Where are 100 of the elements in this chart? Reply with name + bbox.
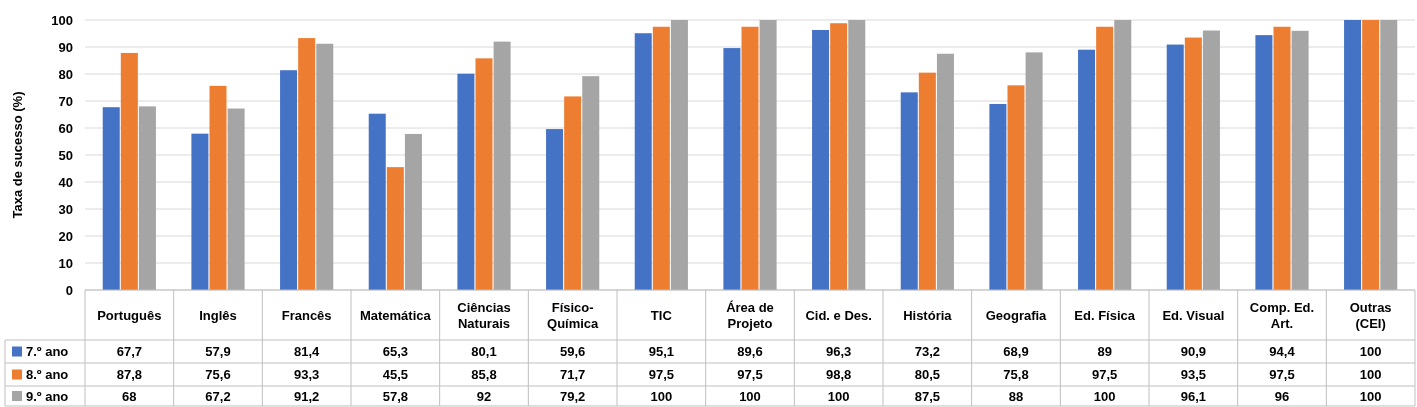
bar xyxy=(493,41,511,290)
y-tick-label: 30 xyxy=(58,201,73,217)
data-label: 93,3 xyxy=(294,367,320,383)
data-label: 97,5 xyxy=(1092,367,1118,383)
bar xyxy=(1025,52,1043,290)
data-label: 97,5 xyxy=(648,367,674,383)
data-label: 96 xyxy=(1274,388,1290,404)
bar xyxy=(209,85,227,290)
x-tick-label: Português xyxy=(97,307,162,323)
data-label: 94,4 xyxy=(1269,344,1296,360)
data-label: 100 xyxy=(827,388,850,404)
data-label: 87,8 xyxy=(116,367,142,383)
y-tick-label: 20 xyxy=(58,228,73,244)
bar xyxy=(918,72,936,290)
bar xyxy=(989,103,1007,290)
bar xyxy=(138,106,156,290)
bar xyxy=(564,96,582,290)
y-tick-label: 0 xyxy=(65,282,73,298)
bar xyxy=(386,167,404,290)
data-label: 89 xyxy=(1097,344,1112,360)
bar xyxy=(759,20,777,290)
data-label: 75,8 xyxy=(1003,367,1029,383)
bar xyxy=(1114,20,1132,290)
data-label: 97,5 xyxy=(1269,367,1295,383)
data-label: 59,6 xyxy=(560,344,586,360)
bar xyxy=(457,73,475,290)
data-label: 89,6 xyxy=(737,344,763,360)
data-label: 68,9 xyxy=(1003,344,1029,360)
x-tick-label: Ed. Física xyxy=(1074,307,1136,323)
bar xyxy=(1184,37,1202,290)
x-tick-label: Inglês xyxy=(199,307,237,323)
bar xyxy=(900,92,918,290)
bar xyxy=(1362,20,1380,290)
bar xyxy=(936,53,954,290)
data-label: 97,5 xyxy=(737,367,763,383)
data-label: 81,4 xyxy=(294,344,321,360)
x-tick-label: Matemática xyxy=(359,307,432,323)
data-label: 73,2 xyxy=(914,344,940,360)
bar xyxy=(741,26,759,290)
data-label: 80,1 xyxy=(471,344,497,360)
data-label: 93,5 xyxy=(1180,367,1206,383)
bar xyxy=(1166,44,1184,290)
bar xyxy=(1007,85,1025,290)
bar xyxy=(368,113,386,290)
bar xyxy=(723,48,741,290)
bar xyxy=(652,26,670,290)
data-label: 100 xyxy=(1093,388,1116,404)
legend-label: 9.º ano xyxy=(26,388,69,404)
data-label: 90,9 xyxy=(1180,344,1206,360)
x-tick-label: Francês xyxy=(281,307,332,323)
bar xyxy=(280,70,298,290)
bar xyxy=(546,129,564,290)
bar xyxy=(634,33,652,290)
data-label: 96,3 xyxy=(826,344,852,360)
x-tick-label: História xyxy=(903,307,953,323)
y-tick-label: 10 xyxy=(58,255,73,271)
bar xyxy=(227,108,245,290)
bar xyxy=(316,43,334,290)
data-label: 91,2 xyxy=(294,388,320,404)
bar xyxy=(1291,30,1309,290)
data-label: 80,5 xyxy=(914,367,940,383)
y-tick-label: 70 xyxy=(58,93,73,109)
x-tick-label: Outras (CEI) xyxy=(1349,299,1392,331)
data-label: 67,7 xyxy=(116,344,142,360)
data-label: 100 xyxy=(739,388,761,404)
data-label: 75,6 xyxy=(205,367,231,383)
data-label: 96,1 xyxy=(1180,388,1206,404)
data-label: 100 xyxy=(650,388,673,404)
data-label: 65,3 xyxy=(382,344,408,360)
bar xyxy=(1255,35,1273,290)
data-label: 85,8 xyxy=(471,367,497,383)
bar xyxy=(191,133,209,290)
data-label: 57,9 xyxy=(205,344,231,360)
y-axis-title: Taxa de sucesso (%) xyxy=(10,91,25,219)
data-label: 71,7 xyxy=(560,367,586,383)
data-label: 100 xyxy=(1359,388,1382,404)
bar xyxy=(670,20,688,290)
data-label: 100 xyxy=(1359,344,1382,360)
y-tick-label: 60 xyxy=(58,120,73,136)
bar xyxy=(1380,20,1398,290)
x-tick-label: Comp. Ed. Art. xyxy=(1249,299,1315,331)
bar xyxy=(848,20,866,290)
x-tick-label: Físico-Química xyxy=(547,299,600,331)
data-label: 79,2 xyxy=(560,388,586,404)
data-label: 88 xyxy=(1008,388,1024,404)
y-tick-label: 100 xyxy=(51,12,73,28)
x-tick-label: Ed. Visual xyxy=(1162,307,1225,323)
x-tick-label: Ciências Naturais xyxy=(457,299,511,331)
bar xyxy=(1344,20,1362,290)
data-label: 98,8 xyxy=(826,367,852,383)
y-tick-label: 80 xyxy=(58,66,73,82)
bar xyxy=(1273,26,1291,290)
legend-label: 7.º ano xyxy=(26,344,69,360)
data-label: 87,5 xyxy=(914,388,940,404)
x-tick-label: TIC xyxy=(650,307,673,323)
bar xyxy=(404,133,422,290)
bar xyxy=(102,107,120,290)
bar xyxy=(830,23,848,290)
bar xyxy=(120,52,138,290)
x-tick-label: Geografia xyxy=(985,307,1048,323)
